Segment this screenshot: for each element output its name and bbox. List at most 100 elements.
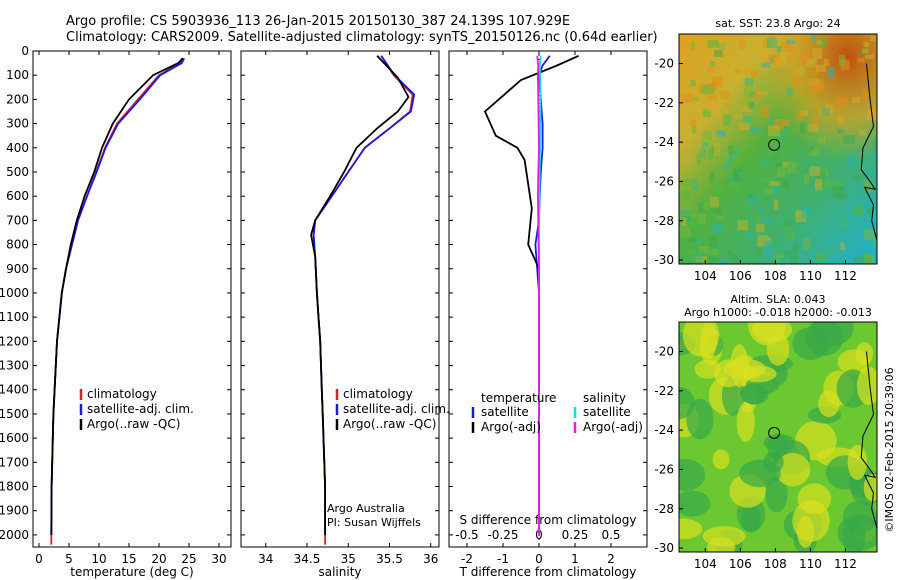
sst-pixel bbox=[679, 225, 685, 237]
sst-pixel bbox=[870, 237, 877, 248]
sst-pixel bbox=[691, 41, 696, 50]
x-tick-label: 10 bbox=[91, 552, 106, 566]
legend-label: satellite-adj. clim. bbox=[87, 402, 194, 416]
sst-pixel bbox=[752, 194, 760, 200]
map-y-tick-label: -30 bbox=[654, 541, 674, 555]
x2-tick-label: -0.25 bbox=[487, 528, 518, 542]
map-y-tick-label: -28 bbox=[654, 502, 674, 516]
sst-pixel bbox=[723, 114, 732, 126]
x-tick-label: 36 bbox=[423, 552, 438, 566]
sst-pixel bbox=[803, 237, 811, 250]
legend-label: Argo(..raw -QC) bbox=[343, 417, 436, 431]
series-line-climatology bbox=[312, 55, 414, 545]
map-x-tick-label: 110 bbox=[799, 557, 822, 571]
sst-pixel bbox=[701, 84, 714, 94]
sst-pixel bbox=[696, 238, 703, 245]
sst-pixel bbox=[796, 66, 802, 73]
sst-pixel bbox=[834, 139, 841, 147]
sst-pixel bbox=[867, 207, 874, 215]
sst-pixel bbox=[680, 207, 691, 215]
sst-pixel bbox=[690, 80, 696, 87]
map-title: Altim. SLA: 0.043 bbox=[730, 293, 825, 306]
sst-pixel bbox=[719, 259, 728, 264]
sst-pixel bbox=[814, 178, 822, 191]
sst-pixel bbox=[863, 198, 870, 206]
y-tick-label: 0 bbox=[21, 44, 29, 58]
sst-pixel bbox=[684, 249, 696, 255]
sst-pixel bbox=[799, 122, 807, 134]
y-tick-label: 1100 bbox=[0, 310, 29, 324]
map-y-tick-label: -22 bbox=[654, 384, 674, 398]
sst-pixel bbox=[853, 256, 862, 263]
sla-eddy bbox=[730, 344, 749, 388]
chart-panel-temperature: 0100200300400500600700800900100011001200… bbox=[0, 44, 232, 579]
sst-pixel bbox=[808, 150, 816, 156]
map-field bbox=[679, 322, 877, 552]
x-tick-label: 25 bbox=[181, 552, 196, 566]
map-x-tick-label: 110 bbox=[799, 269, 822, 283]
sst-pixel bbox=[707, 257, 719, 263]
sst-pixel bbox=[818, 37, 827, 48]
sla-eddy bbox=[694, 359, 722, 379]
sst-pixel bbox=[732, 169, 739, 182]
sst-pixel bbox=[863, 180, 873, 192]
sst-pixel bbox=[733, 168, 744, 181]
y-tick-label: 1200 bbox=[0, 334, 29, 348]
x-tick-label: 2 bbox=[607, 552, 615, 566]
map-sst_map: -20 -22 -24 -26 -28 -30 104 106 108 110 112 sat. SS… bbox=[654, 17, 878, 283]
legend-group-title: salinity bbox=[583, 391, 626, 405]
sst-pixel bbox=[801, 90, 809, 98]
y-tick-label: 1900 bbox=[0, 504, 29, 518]
sst-pixel bbox=[709, 171, 715, 183]
sst-pixel bbox=[717, 42, 726, 50]
sst-pixel bbox=[734, 69, 742, 74]
sst-pixel bbox=[714, 113, 723, 118]
plot-frame bbox=[240, 50, 440, 548]
sst-pixel bbox=[799, 110, 809, 116]
map-y-tick-label: -22 bbox=[654, 96, 674, 110]
sst-pixel bbox=[727, 250, 734, 257]
sst-pixel bbox=[682, 217, 687, 227]
sst-pixel bbox=[853, 205, 864, 216]
x-tick-label: 34.5 bbox=[294, 552, 321, 566]
sst-pixel bbox=[711, 249, 719, 255]
map-y-tick-label: -24 bbox=[654, 135, 674, 149]
sst-pixel bbox=[780, 42, 791, 48]
sst-pixel bbox=[814, 170, 826, 183]
sst-pixel bbox=[699, 245, 710, 253]
sst-pixel bbox=[862, 88, 869, 98]
sst-pixel bbox=[762, 177, 771, 183]
sst-pixel bbox=[774, 57, 787, 67]
x-axis-label: temperature (deg C) bbox=[70, 565, 193, 579]
sst-pixel bbox=[692, 125, 697, 134]
map-frame bbox=[678, 33, 878, 265]
sst-pixel bbox=[716, 130, 726, 137]
sst-pixel bbox=[828, 246, 840, 255]
sst-pixel bbox=[749, 126, 761, 133]
sst-pixel bbox=[806, 58, 817, 68]
sla-eddy bbox=[792, 500, 830, 542]
sst-pixel bbox=[682, 93, 694, 103]
sst-pixel bbox=[714, 215, 725, 220]
sst-pixel bbox=[724, 151, 729, 159]
sst-pixel bbox=[679, 227, 691, 238]
float-position-marker bbox=[768, 138, 781, 151]
sla-eddy bbox=[686, 398, 714, 440]
sst-pixel bbox=[741, 106, 752, 113]
sst-pixel bbox=[734, 113, 743, 120]
legend-label: Argo(-adj) bbox=[583, 420, 643, 434]
series-line-argo bbox=[310, 55, 410, 535]
sst-pixel bbox=[760, 105, 769, 117]
sst-pixel bbox=[767, 149, 776, 156]
sst-pixel bbox=[776, 45, 782, 53]
sst-pixel bbox=[689, 114, 700, 124]
sst-pixel bbox=[733, 146, 739, 156]
sst-pixel bbox=[743, 116, 753, 127]
sst-pixel bbox=[724, 102, 730, 107]
sst-pixel bbox=[691, 254, 703, 262]
sst-pixel bbox=[862, 48, 869, 54]
sst-pixel bbox=[773, 118, 784, 131]
sst-pixel bbox=[738, 171, 744, 180]
legend-label: climatology bbox=[343, 387, 413, 401]
y-tick-label: 1600 bbox=[0, 431, 29, 445]
